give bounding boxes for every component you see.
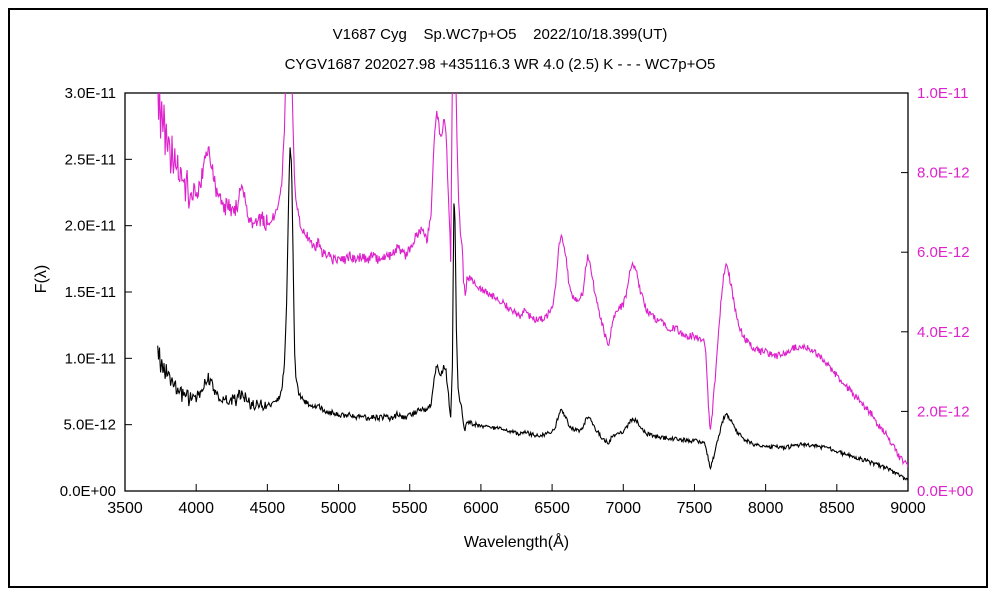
y-right-tick-label: 0.0E+00	[917, 483, 973, 500]
y-right-tick-label: 2.0E-12	[917, 403, 970, 420]
x-tick-label: 9000	[890, 500, 926, 517]
y-left-tick-label: 1.0E-11	[65, 350, 116, 367]
chart-title-line1: V1687 Cyg Sp.WC7p+O5 2022/10/18.399(UT)	[332, 26, 668, 43]
plot-border	[124, 92, 909, 492]
chart-title-line2: CYGV1687 202027.98 +435116.3 WR 4.0 (2.5…	[284, 56, 716, 73]
y-right-tick-label: 6.0E-12	[917, 244, 970, 261]
x-tick-label: 7500	[677, 500, 713, 517]
x-tick-label: 6000	[463, 500, 499, 517]
x-tick-label: 3500	[107, 500, 143, 517]
y-left-tick-label: 5.0E-12	[63, 417, 116, 434]
y-left-tick-label: 0.0E+00	[60, 483, 116, 500]
x-tick-label: 4500	[250, 500, 286, 517]
y-right-tick-label: 4.0E-12	[917, 324, 970, 341]
spectrum-magenta	[157, 93, 908, 468]
x-tick-label: 5500	[392, 500, 428, 517]
y-left-tick-label: 3.0E-11	[65, 85, 116, 102]
x-tick-label: 4000	[178, 500, 214, 517]
x-axis-label: Wavelength(Å)	[463, 534, 570, 551]
x-tick-label: 5000	[321, 500, 357, 517]
y-left-tick-label: 2.5E-11	[65, 151, 116, 168]
y-right-tick-label: 1.0E-11	[917, 85, 968, 102]
x-tick-label: 6500	[534, 500, 570, 517]
x-tick-label: 8500	[819, 500, 855, 517]
y-left-tick-label: 1.5E-11	[65, 284, 116, 301]
outer-border	[8, 8, 988, 588]
x-tick-label: 8000	[748, 500, 784, 517]
spectrum-black	[157, 147, 908, 481]
y-right-tick-label: 8.0E-12	[917, 165, 970, 182]
x-tick-label: 7000	[605, 500, 641, 517]
y-left-tick-label: 2.0E-11	[65, 218, 116, 235]
